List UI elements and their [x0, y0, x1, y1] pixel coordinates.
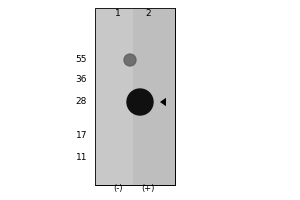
Circle shape	[124, 54, 136, 66]
Text: 36: 36	[76, 75, 87, 84]
Text: 2: 2	[145, 9, 151, 19]
Text: 1: 1	[115, 9, 121, 19]
Polygon shape	[160, 98, 166, 106]
Bar	[133, 8, 175, 185]
Text: 11: 11	[76, 154, 87, 162]
Text: 55: 55	[76, 55, 87, 64]
Bar	[95, 8, 175, 185]
Text: (-): (-)	[113, 184, 123, 192]
Text: (+): (+)	[141, 184, 155, 192]
Text: 17: 17	[76, 130, 87, 140]
Bar	[95, 8, 175, 185]
Circle shape	[127, 89, 153, 115]
Text: 28: 28	[76, 98, 87, 106]
Bar	[95, 8, 133, 185]
